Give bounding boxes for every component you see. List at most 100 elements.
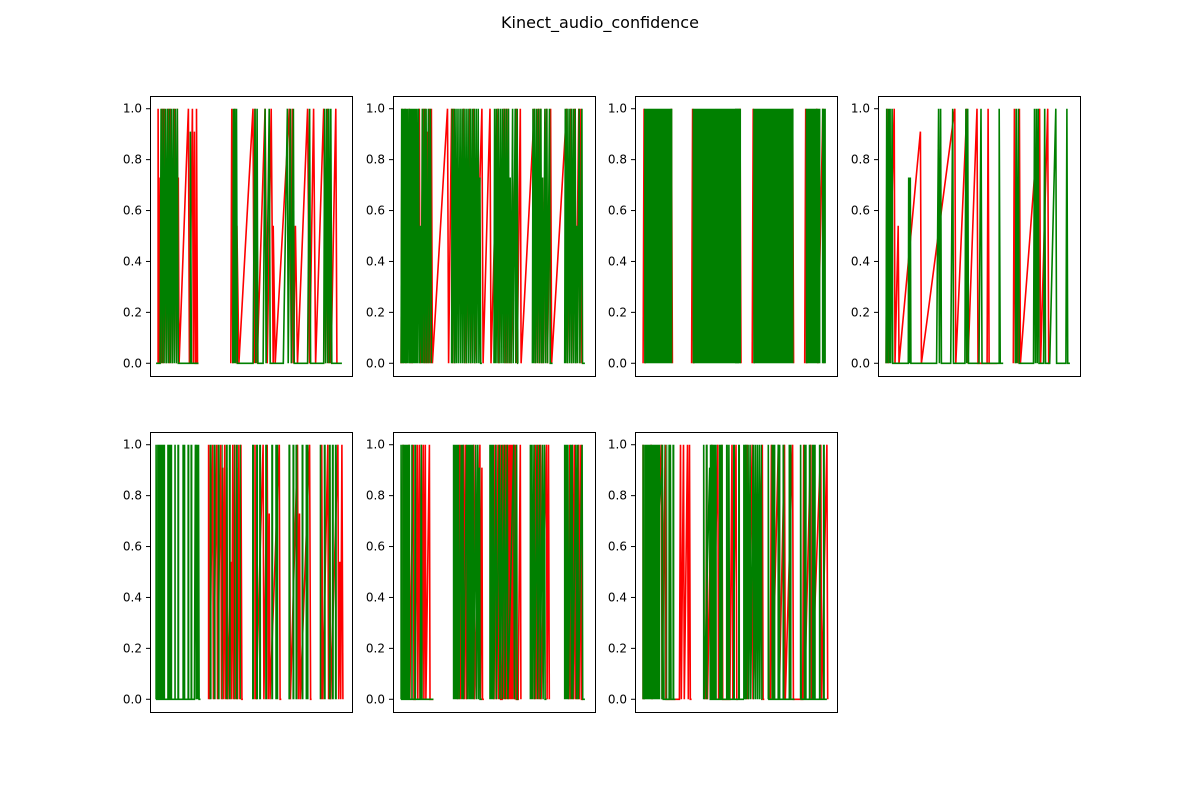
y-tick-label: 0.8	[851, 153, 870, 167]
y-tick-label: 0.8	[366, 153, 385, 167]
y-tick-label: 0.8	[366, 489, 385, 503]
series-green-block	[402, 444, 411, 700]
y-tick-label: 0.0	[851, 356, 870, 370]
y-tick-label: 1.0	[608, 102, 627, 116]
series-green-block	[252, 444, 255, 700]
axes-frame	[393, 432, 596, 713]
series-green-block	[664, 444, 666, 700]
y-tick-label: 0.4	[608, 590, 627, 604]
subplot-1: 0.0 0.2 0.4 0.6 0.8 1.0	[123, 96, 353, 377]
series-green-block	[235, 444, 238, 700]
series-red-line	[803, 108, 825, 364]
series-green-block	[771, 444, 776, 700]
y-tick-label: 0.0	[366, 356, 385, 370]
series-green-line	[563, 108, 585, 365]
series-green-block	[292, 444, 295, 700]
y-tick-label: 0.2	[851, 305, 870, 319]
y-tick-label: 0.6	[123, 540, 142, 554]
series-green-block	[265, 444, 268, 700]
series-green-block	[821, 108, 826, 364]
series-green-block	[187, 444, 190, 700]
plot-area	[155, 444, 344, 701]
series-green-block	[808, 444, 811, 700]
y-tick-label: 0.0	[123, 692, 142, 706]
series-green-block	[734, 108, 740, 364]
series-green-block	[256, 444, 259, 700]
axes-frame	[150, 96, 353, 377]
axes-frame	[393, 96, 596, 377]
series-green-block	[725, 444, 728, 700]
series-green-line	[1014, 108, 1070, 365]
subplot-4: 0.0 0.2 0.4 0.6 0.8 1.0	[851, 96, 1081, 377]
plot-area	[400, 108, 585, 365]
series-green-block	[157, 444, 166, 700]
y-tick-label: 0.8	[123, 153, 142, 167]
y-tick-label: 0.6	[123, 204, 142, 218]
series-green-block	[818, 444, 821, 700]
series-green-block	[225, 444, 228, 700]
y-tick-label: 0.6	[366, 540, 385, 554]
y-tick-label: 0.0	[608, 692, 627, 706]
y-tick-label: 0.0	[608, 356, 627, 370]
y-tick-label: 1.0	[366, 102, 385, 116]
series-green-block	[411, 444, 413, 700]
series-green-line	[745, 444, 763, 701]
y-tick-label: 0.8	[608, 153, 627, 167]
axes-frame	[878, 96, 1081, 377]
plot-area	[642, 444, 829, 701]
y-tick-label: 0.8	[608, 489, 627, 503]
y-tick-label: 0.4	[851, 254, 870, 268]
y-tick-label: 0.8	[123, 489, 142, 503]
y-tick-label: 0.2	[366, 305, 385, 319]
series-green-line	[400, 444, 434, 701]
series-green-block	[305, 444, 309, 700]
series-green-line	[702, 444, 745, 701]
series-green-block	[301, 444, 304, 700]
subplot-6: 0.0 0.2 0.4 0.6 0.8 1.0	[366, 432, 596, 713]
subplot-3: 0.0 0.2 0.4 0.6 0.8 1.0	[608, 96, 838, 377]
series-green-block	[295, 444, 298, 700]
series-green-block	[323, 444, 326, 700]
series-green-line	[400, 108, 433, 364]
y-tick-label: 1.0	[608, 438, 627, 452]
series-green-line	[799, 444, 827, 701]
series-green-block	[805, 108, 821, 364]
series-green-block	[414, 444, 417, 700]
y-tick-label: 0.6	[608, 540, 627, 554]
series-green-line	[489, 444, 519, 701]
y-tick-label: 1.0	[851, 102, 870, 116]
series-green-block	[209, 444, 212, 700]
subplot-7: 0.0 0.2 0.4 0.6 0.8 1.0	[608, 432, 838, 713]
series-green-block	[709, 444, 717, 700]
series-green-block	[239, 444, 241, 700]
y-tick-label: 0.6	[851, 204, 870, 218]
y-tick-label: 0.6	[608, 204, 627, 218]
y-tick-label: 0.4	[123, 590, 142, 604]
series-green-block	[217, 444, 220, 700]
series-green-block	[732, 444, 735, 700]
series-green-block	[213, 444, 216, 700]
axes-frame	[150, 432, 353, 713]
series-green-block	[334, 444, 337, 700]
plot-area	[400, 444, 585, 701]
series-green-block	[718, 444, 723, 700]
series-green-block	[331, 444, 334, 700]
series-green-block	[738, 444, 741, 700]
figure-title: Kinect_audio_confidence	[501, 13, 699, 32]
series-green-block	[167, 444, 173, 700]
plot-area	[642, 108, 826, 364]
series-green-line	[885, 108, 1004, 365]
series-green-line	[493, 108, 519, 365]
axes-frame	[635, 96, 838, 377]
series-green-block	[177, 444, 180, 700]
series-green-line	[232, 108, 342, 365]
series-green-block	[803, 444, 807, 700]
y-tick-label: 0.0	[123, 356, 142, 370]
y-tick-label: 0.0	[366, 692, 385, 706]
y-tick-label: 0.2	[123, 641, 142, 655]
series-green-block	[190, 444, 193, 700]
series-green-block	[644, 108, 673, 364]
series-green-line	[156, 108, 199, 365]
series-green-line	[155, 444, 201, 701]
series-green-line	[450, 108, 482, 365]
